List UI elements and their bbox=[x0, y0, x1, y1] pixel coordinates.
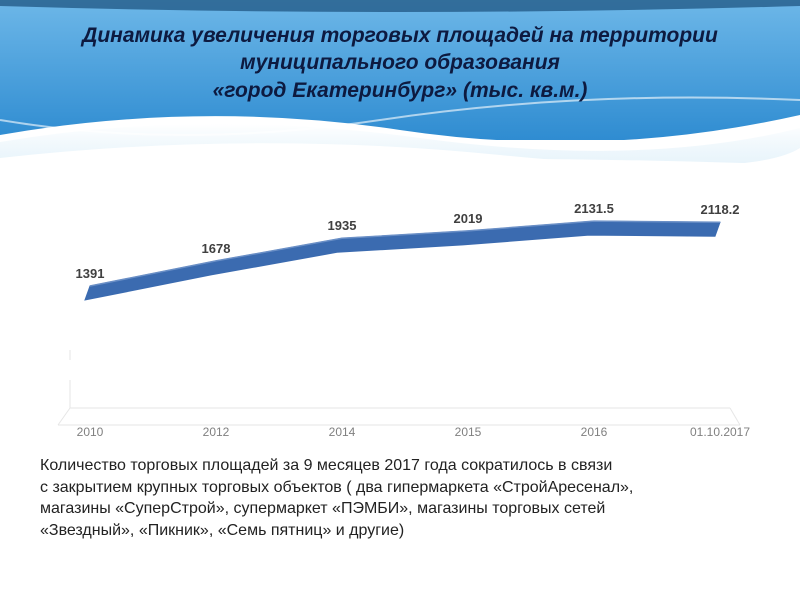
footer-line-4: «Звездный», «Пикник», «Семь пятниц» и др… bbox=[40, 522, 404, 539]
data-label: 2131.5 bbox=[574, 201, 614, 216]
chart-floor-grid bbox=[58, 408, 740, 425]
x-axis-label: 2016 bbox=[581, 425, 608, 439]
data-label: 1391 bbox=[76, 266, 105, 281]
x-axis-label: 2010 bbox=[77, 425, 104, 439]
data-label: 1935 bbox=[328, 218, 357, 233]
x-axis-label: 01.10.2017 bbox=[690, 425, 750, 439]
title-line-1: Динамика увеличения торговых площадей на… bbox=[82, 24, 718, 47]
title-line-2: муниципального образования bbox=[240, 51, 560, 74]
chart-title: Динамика увеличения торговых площадей на… bbox=[0, 22, 800, 104]
footer-line-1: Количество торговых площадей за 9 месяце… bbox=[40, 457, 612, 474]
chart-svg bbox=[50, 150, 750, 430]
line-chart: 139120101678201219352014201920152131.520… bbox=[50, 150, 750, 430]
chart-line bbox=[85, 221, 720, 300]
footer-note: Количество торговых площадей за 9 месяце… bbox=[40, 455, 760, 541]
data-label: 2019 bbox=[454, 211, 483, 226]
data-label: 2118.2 bbox=[700, 202, 739, 217]
x-axis-label: 2014 bbox=[329, 425, 356, 439]
x-axis-label: 2015 bbox=[455, 425, 482, 439]
x-axis-label: 2012 bbox=[203, 425, 230, 439]
footer-line-3: магазины «СуперСтрой», супермаркет «ПЭМБ… bbox=[40, 500, 605, 517]
footer-line-2: с закрытием крупных торговых объектов ( … bbox=[40, 479, 633, 496]
title-line-3: «город Екатеринбург» (тыс. кв.м.) bbox=[213, 79, 588, 102]
data-label: 1678 bbox=[202, 241, 231, 256]
